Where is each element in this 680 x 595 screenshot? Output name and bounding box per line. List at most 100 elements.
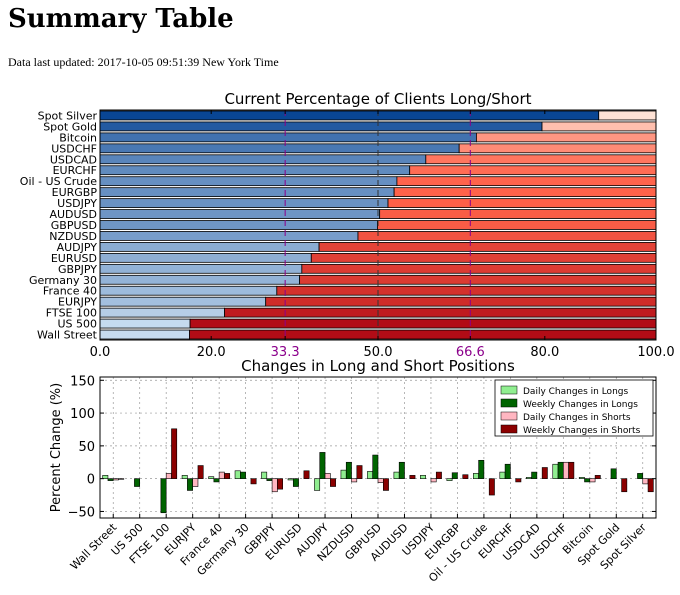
change-bar xyxy=(462,474,469,479)
change-bar xyxy=(250,478,257,485)
change-bar xyxy=(552,463,559,479)
change-bar xyxy=(234,470,241,479)
change-bar xyxy=(430,478,437,483)
change-bar xyxy=(319,452,326,479)
change-bar xyxy=(584,478,591,483)
last-updated-text: Data last updated: 2017-10-05 09:51:39 N… xyxy=(8,55,279,69)
change-bar xyxy=(637,473,644,479)
change-bar xyxy=(277,478,283,490)
y-tick-label: 150 xyxy=(70,374,95,389)
change-bar xyxy=(393,471,400,479)
change-bar xyxy=(435,471,442,479)
change-bar xyxy=(446,478,453,481)
change-bar xyxy=(324,473,331,479)
change-bar xyxy=(578,477,585,479)
chart2-legend: Daily Changes in Longs Weekly Changes in … xyxy=(494,379,654,437)
change-bar xyxy=(451,472,458,479)
change-bar xyxy=(531,471,538,479)
change-bar xyxy=(589,478,596,483)
legend-swatch xyxy=(500,385,518,395)
y-tick-label: 50 xyxy=(78,440,95,455)
category-label: EURGBP xyxy=(52,186,98,199)
change-bar xyxy=(118,478,125,480)
change-bar xyxy=(224,473,231,479)
change-bar xyxy=(287,478,294,481)
legend-swatch xyxy=(500,411,518,421)
change-bar xyxy=(240,471,246,479)
change-bar xyxy=(515,478,522,483)
change-bar xyxy=(271,478,278,493)
change-bar xyxy=(372,454,379,479)
y-tick-label: −50 xyxy=(68,505,95,520)
legend-label: Weekly Changes in Longs xyxy=(523,400,638,410)
change-bar xyxy=(488,478,495,496)
change-bar xyxy=(409,475,416,479)
change-bar xyxy=(504,463,511,479)
change-bar xyxy=(398,461,405,479)
change-bar xyxy=(187,478,193,491)
long-short-chart: Current Percentage of Clients Long/Short… xyxy=(20,90,675,360)
change-bar xyxy=(208,476,215,479)
x-tick-label: 80.0 xyxy=(530,345,559,360)
change-bar xyxy=(340,469,347,479)
category-label: Bitcoin xyxy=(59,131,97,144)
chart2-title: Changes in Long and Short Positions xyxy=(241,357,515,375)
change-bar xyxy=(356,465,363,479)
category-label: EURJPY xyxy=(58,296,97,309)
change-bar xyxy=(557,461,564,479)
change-bar xyxy=(594,475,601,479)
category-label: USDCHF xyxy=(51,142,97,155)
change-bar xyxy=(134,478,141,487)
category-label: Spot Silver xyxy=(38,109,98,122)
change-bar xyxy=(192,478,199,487)
category-label: FTSE 100 xyxy=(46,307,97,320)
change-bar xyxy=(367,471,374,479)
change-bar xyxy=(541,467,548,479)
category-label: AUDUSD xyxy=(49,208,97,221)
category-label: USDCAD xyxy=(50,153,97,166)
change-bar xyxy=(478,459,485,479)
change-bar xyxy=(112,478,119,481)
change-bar xyxy=(568,461,575,479)
legend-label: Daily Changes in Longs xyxy=(523,387,628,397)
legend-swatch xyxy=(500,398,518,408)
change-bar xyxy=(218,471,225,479)
change-bar xyxy=(197,465,204,479)
category-label: GBPUSD xyxy=(51,219,97,232)
change-bar xyxy=(647,478,654,493)
change-bar xyxy=(160,478,167,514)
y-tick-label: 100 xyxy=(70,407,95,422)
category-label: AUDJPY xyxy=(57,241,98,254)
change-bar xyxy=(181,475,188,479)
change-bar xyxy=(107,478,114,481)
change-bar xyxy=(345,461,352,479)
change-bar xyxy=(171,428,178,479)
y-tick-label: 0 xyxy=(87,473,95,488)
legend-label: Weekly Changes in Shorts xyxy=(523,426,641,436)
change-bar xyxy=(261,471,268,479)
change-bar xyxy=(499,471,506,479)
x-tick-label: 33.3 xyxy=(271,345,300,360)
y-axis-label: Percent Change (%) xyxy=(49,383,64,512)
category-label: Wall Street xyxy=(37,329,98,342)
change-bar xyxy=(525,477,532,479)
category-label: EURCHF xyxy=(53,164,97,177)
x-tick-label: 0.0 xyxy=(90,345,111,360)
x-tick-label: 50.0 xyxy=(364,345,393,360)
category-label: GBPJPY xyxy=(58,263,97,276)
page-title: Summary Table xyxy=(8,4,234,34)
x-tick-label: 20.0 xyxy=(197,345,226,360)
change-bar xyxy=(314,478,321,491)
category-label: France 40 xyxy=(43,285,97,298)
change-bar xyxy=(303,470,310,479)
change-bar xyxy=(266,478,273,481)
x-tick-label: 66.6 xyxy=(456,345,485,360)
chart1-title: Current Percentage of Clients Long/Short xyxy=(224,90,531,108)
change-bar xyxy=(621,478,628,493)
change-bar xyxy=(330,478,336,487)
legend-swatch xyxy=(500,424,518,434)
category-label: USDJPY xyxy=(57,197,97,210)
legend-box xyxy=(494,379,654,437)
change-bar xyxy=(382,478,389,491)
